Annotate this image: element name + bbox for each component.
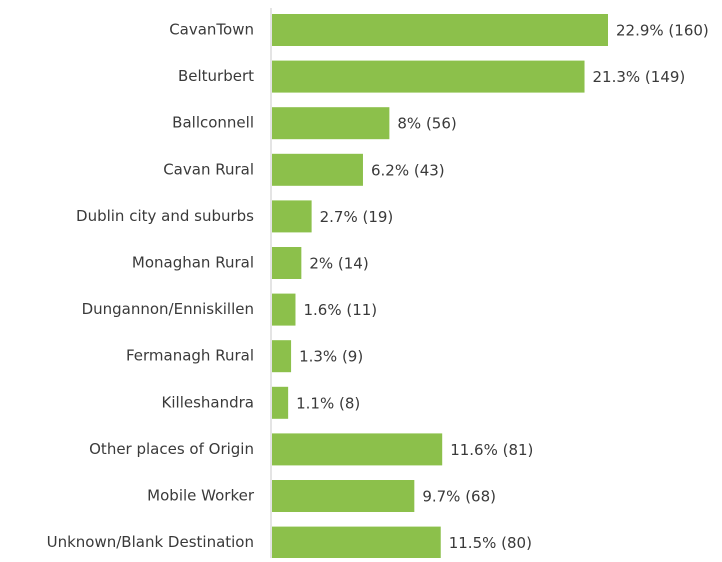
category-label: Other places of Origin xyxy=(89,440,254,458)
category-label: Dublin city and suburbs xyxy=(76,207,254,225)
bar xyxy=(272,480,415,512)
bar xyxy=(272,60,585,93)
data-label: 6.2% (43) xyxy=(371,161,445,179)
data-label: 2% (14) xyxy=(309,255,368,273)
category-label: Belturbert xyxy=(178,67,254,85)
bar xyxy=(272,386,289,419)
bar xyxy=(272,340,292,373)
bar xyxy=(272,153,363,186)
data-label: 8% (56) xyxy=(397,115,456,133)
category-label: Dungannon/Enniskillen xyxy=(82,300,254,318)
data-label: 22.9% (160) xyxy=(616,22,709,40)
data-label: 11.5% (80) xyxy=(449,534,532,552)
bar xyxy=(272,433,443,466)
bar xyxy=(272,14,608,46)
category-label: Mobile Worker xyxy=(147,487,255,505)
bar xyxy=(272,526,441,559)
data-label: 9.7% (68) xyxy=(422,488,496,506)
category-label: Cavan Rural xyxy=(163,160,254,178)
bar xyxy=(272,293,296,326)
data-label: 21.3% (149) xyxy=(593,68,686,86)
category-label: Killeshandra xyxy=(162,393,254,411)
category-label: Fermanagh Rural xyxy=(126,347,254,365)
bar xyxy=(272,107,390,140)
data-label: 2.7% (19) xyxy=(320,208,394,226)
category-label: Ballconnell xyxy=(172,114,254,132)
category-label: Unknown/Blank Destination xyxy=(47,533,254,551)
data-label: 1.1% (8) xyxy=(296,394,360,412)
bar xyxy=(272,247,302,279)
data-label: 1.6% (11) xyxy=(303,301,377,319)
category-label: Monaghan Rural xyxy=(132,254,254,272)
category-label: CavanTown xyxy=(169,21,254,39)
data-label: 11.6% (81) xyxy=(450,441,533,459)
bar xyxy=(272,200,312,233)
data-label: 1.3% (9) xyxy=(299,348,363,366)
